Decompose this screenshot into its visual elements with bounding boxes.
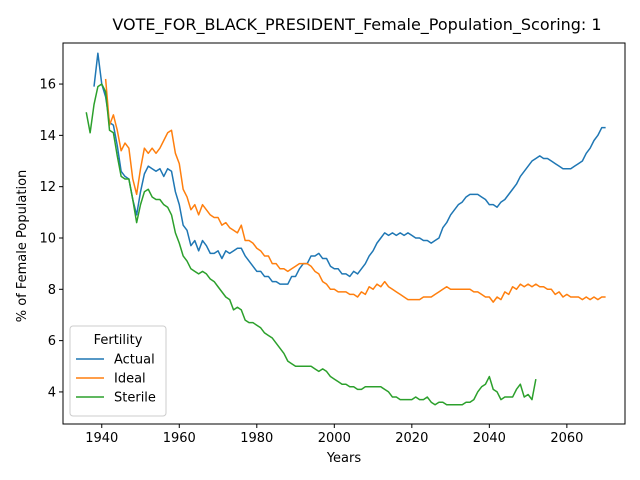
series-line-ideal	[104, 78, 606, 303]
plot-frame	[62, 42, 626, 425]
x-tick-label: 1980	[240, 431, 273, 446]
x-tick-label: 2000	[318, 431, 351, 446]
legend-entries: Actual Ideal Sterile	[76, 353, 156, 406]
y-axis-ticks: 4 6 8 10 12 14 16	[39, 78, 63, 400]
x-tick-label: 2060	[550, 431, 583, 446]
y-tick-label: 12	[39, 180, 56, 195]
chart-title: VOTE_FOR_BLACK_PRESIDENT_Female_Populati…	[112, 15, 601, 35]
y-axis-label: % of Female Population	[15, 170, 30, 323]
series-line-sterile	[85, 83, 537, 406]
x-axis-label: Years	[326, 451, 362, 466]
legend: Fertility Actual Ideal Sterile	[69, 325, 167, 417]
y-tick-label: 8	[48, 283, 56, 298]
legend-label-sterile: Sterile	[114, 391, 156, 406]
series-line-actual	[93, 52, 606, 285]
x-tick-label: 1960	[163, 431, 196, 446]
x-tick-label: 2020	[395, 431, 428, 446]
legend-title: Fertility	[94, 333, 143, 348]
legend-box	[69, 325, 167, 417]
series-lines	[85, 52, 606, 406]
y-tick-label: 10	[39, 231, 56, 246]
x-tick-label: 2040	[473, 431, 506, 446]
legend-label-ideal: Ideal	[114, 372, 146, 387]
y-tick-label: 14	[39, 129, 56, 144]
x-tick-label: 1940	[85, 431, 118, 446]
legend-label-actual: Actual	[114, 353, 155, 368]
y-tick-label: 4	[48, 385, 56, 400]
y-tick-label: 6	[48, 334, 56, 349]
y-tick-label: 16	[39, 78, 56, 93]
x-axis-ticks: 1940 1960 1980 2000 2020 2040 2060	[85, 424, 583, 446]
